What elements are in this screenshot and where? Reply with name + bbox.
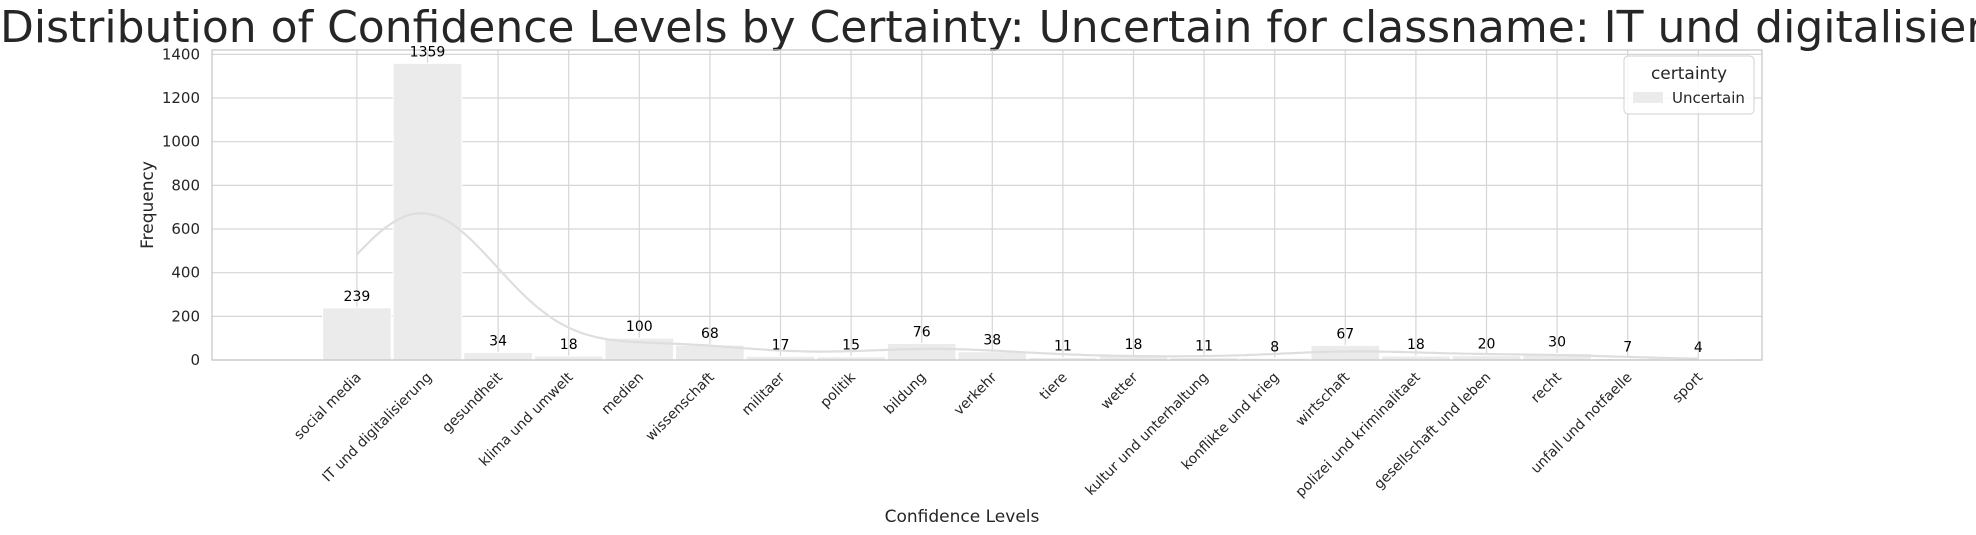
bar-value-label: 1359 — [410, 44, 446, 60]
bar-value-label: 8 — [1270, 339, 1279, 355]
labels-layer: 239 1359 34 18 100 68 17 15 76 38 11 18 11 8 67 18 20 30 7… — [344, 44, 1703, 356]
chart-title: Distribution of Confidence Levels by Cer… — [0, 2, 1976, 53]
y-tick-label: 600 — [171, 220, 200, 238]
bar — [1451, 355, 1522, 361]
y-tick-label: 1200 — [162, 89, 200, 107]
bar-value-label: 100 — [626, 319, 653, 335]
bar — [463, 352, 533, 361]
y-tick-label: 1400 — [162, 45, 200, 63]
bar-value-label: 7 — [1623, 339, 1632, 355]
y-tick-label: 1000 — [162, 133, 200, 151]
kde-layer — [356, 212, 1699, 360]
plot-frame — [211, 49, 1763, 361]
bar-value-label: 18 — [1125, 337, 1143, 353]
kde-curve — [356, 212, 1699, 360]
y-axis-label: Frequency — [138, 161, 158, 249]
bar-value-label: 239 — [344, 289, 371, 305]
x-tick-label: gesellschaft und leben — [1371, 370, 1494, 493]
legend-swatch — [1633, 92, 1663, 103]
x-tick-label: verkehr — [951, 369, 1000, 418]
bar-value-label: 68 — [701, 326, 719, 342]
x-tick-label: gesundheit — [439, 369, 506, 436]
x-tick-label: polizei und kriminalitaet — [1293, 369, 1424, 500]
bar-value-label: 34 — [489, 334, 507, 350]
bar-value-label: 20 — [1478, 337, 1496, 353]
bar-value-label: 30 — [1548, 334, 1566, 350]
x-tick-label: politik — [817, 369, 859, 411]
legend-title: certainty — [1651, 64, 1727, 84]
y-tick-label: 0 — [190, 351, 200, 369]
x-tick-label: social media — [291, 370, 365, 444]
x-tick-label: bildung — [881, 370, 929, 418]
y-tick-label: 200 — [171, 307, 200, 325]
x-tick-label: wissenschaft — [643, 369, 718, 444]
x-tick-label: tiere — [1037, 370, 1071, 404]
bars-layer — [322, 62, 1734, 361]
bar-value-label: 4 — [1694, 340, 1703, 356]
bar-value-label: 17 — [772, 337, 790, 353]
bar — [392, 62, 463, 361]
bar-value-label: 76 — [913, 324, 931, 340]
x-tick-label: wetter — [1098, 369, 1142, 413]
y-tick-label: 800 — [171, 176, 200, 194]
x-tick-label: wirtschaft — [1293, 369, 1354, 430]
bar — [886, 342, 957, 361]
legend-label: Uncertain — [1672, 89, 1745, 107]
x-tick-label: recht — [1528, 369, 1565, 406]
bar-value-label: 11 — [1054, 339, 1072, 355]
bar-value-label: 18 — [1407, 337, 1425, 353]
bar-value-label: 11 — [1195, 339, 1213, 355]
bar-value-label: 18 — [560, 337, 578, 353]
bar-value-label: 38 — [983, 333, 1001, 349]
bar — [322, 307, 392, 361]
bar-value-label: 67 — [1336, 326, 1354, 342]
x-tick-label: kultur und unterhaltung — [1083, 370, 1212, 499]
x-tick-label: militaer — [739, 369, 788, 418]
x-tick-label: medien — [599, 370, 647, 418]
x-axis-label: Confidence Levels — [885, 507, 1040, 527]
y-tick-label: 400 — [171, 264, 200, 282]
legend-layer: certainty Uncertain — [1623, 55, 1755, 115]
x-tick-label: sport — [1669, 369, 1706, 406]
bar-value-label: 15 — [842, 338, 860, 354]
